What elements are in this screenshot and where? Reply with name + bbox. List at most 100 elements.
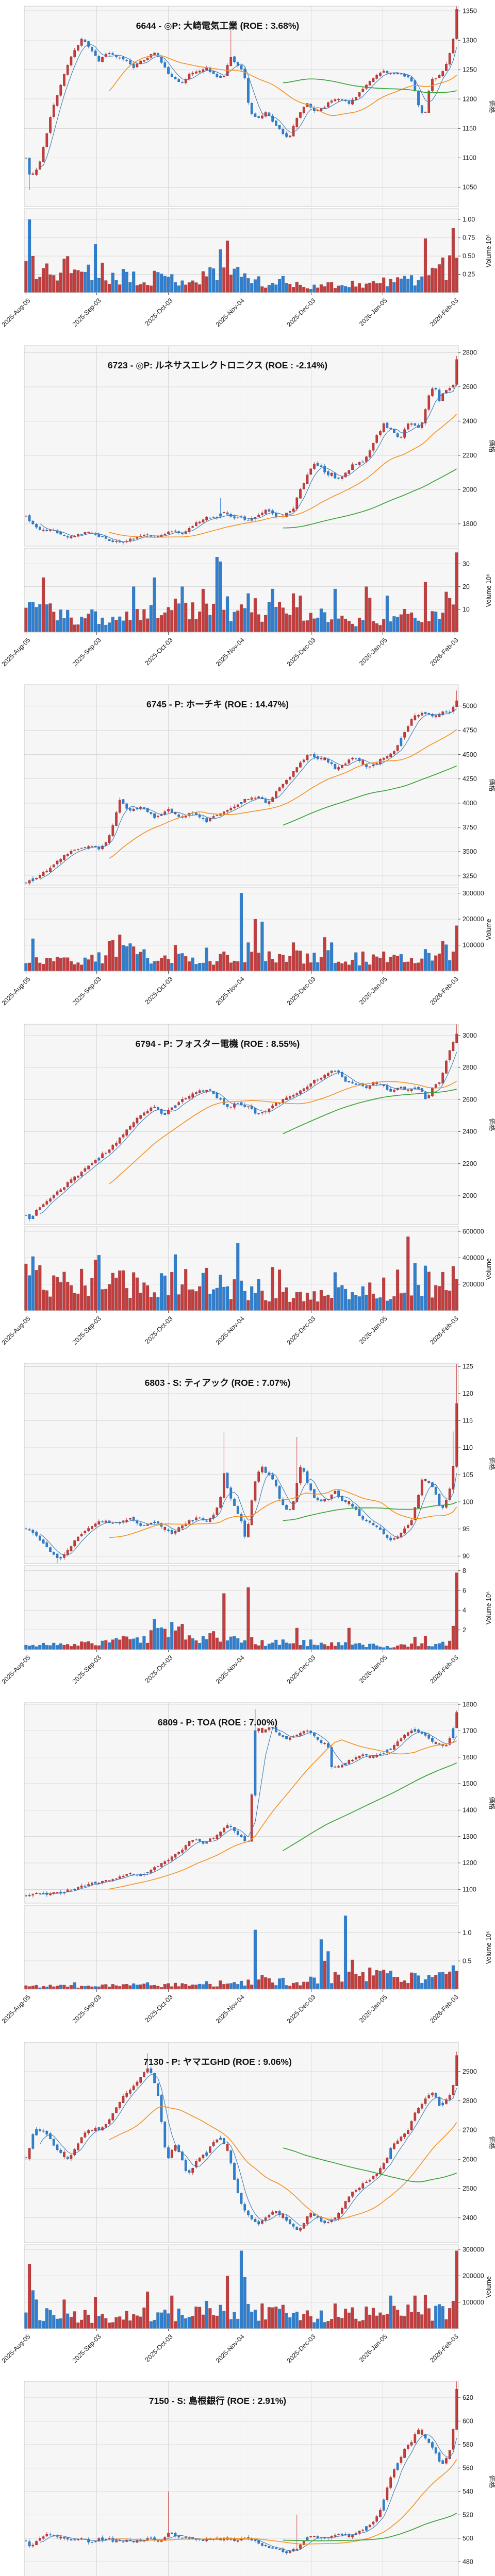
ma-short-line [39, 383, 457, 542]
svg-text:4500: 4500 [463, 751, 477, 758]
svg-text:2026-Feb-03: 2026-Feb-03 [428, 297, 459, 328]
svg-text:2400: 2400 [463, 1128, 477, 1135]
svg-text:2026-Jan-05: 2026-Jan-05 [358, 2333, 389, 2364]
candlestick-figure-7130: 2400 2500 2600 2700 2800 2900 100000 200000 3000… [0, 2036, 495, 2376]
price-axis-label: 価格 [488, 2136, 495, 2149]
svg-text:2600: 2600 [463, 2156, 477, 2163]
svg-text:2700: 2700 [463, 2126, 477, 2133]
ma-mid-line [109, 413, 457, 538]
svg-text:2026-Feb-03: 2026-Feb-03 [428, 2333, 459, 2364]
svg-text:1050: 1050 [463, 184, 477, 191]
x-axis-date-labels: 2025-Aug-05 2025-Sep-03 2025-Oct-03 2025-No… [1, 632, 460, 668]
svg-text:200000: 200000 [463, 2272, 484, 2279]
stock-chart-7150: 4805005205405605806006202500050000750001… [0, 2375, 495, 2576]
svg-text:2025-Oct-03: 2025-Oct-03 [144, 1993, 174, 2024]
ma-long-line [283, 2513, 457, 2541]
volume-bars [24, 1572, 458, 1650]
svg-text:2025-Oct-03: 2025-Oct-03 [144, 636, 174, 667]
svg-text:105: 105 [463, 1471, 473, 1479]
svg-text:4750: 4750 [463, 727, 477, 734]
svg-text:10: 10 [463, 606, 470, 613]
svg-text:5000: 5000 [463, 703, 477, 710]
volume-axis-label: Volume 10⁶ [485, 1931, 492, 1964]
svg-text:100000: 100000 [463, 942, 484, 949]
svg-text:2025-Dec-03: 2025-Dec-03 [286, 1993, 317, 2025]
svg-text:2025-Nov-04: 2025-Nov-04 [214, 1654, 246, 1686]
x-axis-date-labels: 2025-Aug-05 2025-Sep-03 2025-Oct-03 2025-No… [1, 2328, 460, 2364]
stock-chart-6745: 3250 3500 3750 4000 4250 4500 4750 5000 100000 20… [0, 679, 495, 1018]
svg-text:125: 125 [463, 1363, 473, 1370]
ma-short-line [39, 1473, 457, 1556]
svg-text:2025-Nov-04: 2025-Nov-04 [214, 2333, 246, 2364]
svg-text:2600: 2600 [463, 1096, 477, 1103]
svg-text:2900: 2900 [463, 2068, 477, 2075]
volume-bars [24, 1236, 458, 1311]
svg-text:1400: 1400 [463, 1807, 477, 1814]
svg-text:95: 95 [463, 1526, 470, 1533]
svg-text:20: 20 [463, 583, 470, 590]
svg-text:2025-Dec-03: 2025-Dec-03 [286, 297, 317, 328]
svg-text:2025-Aug-05: 2025-Aug-05 [1, 297, 32, 328]
y-axis-tick-labels: 90 95 100 105 110 115 120 125 2 4 6 8 [458, 1363, 473, 1634]
svg-text:110: 110 [463, 1445, 473, 1452]
chart-title: 6803 - S: ティアック (ROE : 7.07%) [145, 1378, 291, 1388]
svg-text:2000: 2000 [463, 486, 477, 493]
svg-text:0.50: 0.50 [463, 252, 475, 260]
gridlines [24, 345, 458, 632]
x-axis-date-labels: 2025-Aug-05 2025-Sep-03 2025-Oct-03 2025-No… [1, 1310, 460, 1346]
ma-long-line [283, 468, 457, 529]
svg-text:2025-Aug-05: 2025-Aug-05 [1, 2333, 32, 2364]
chart-title: 6809 - P: TOA (ROE : 7.00%) [158, 1717, 277, 1727]
svg-text:2800: 2800 [463, 1064, 477, 1071]
candlestick-figure-6794: 2000 2200 2400 2600 2800 3000 200000 400000 6000… [0, 1018, 495, 1358]
svg-text:90: 90 [463, 1553, 470, 1560]
ma-mid-line [109, 1739, 457, 1890]
svg-text:600: 600 [463, 2418, 473, 2425]
svg-text:580: 580 [463, 2441, 473, 2448]
y-axis-tick-labels: 1100 1200 1300 1400 1500 1600 1700 1800 0.5 1.0 [458, 1701, 477, 1964]
svg-text:2026-Feb-03: 2026-Feb-03 [428, 1315, 459, 1346]
svg-text:1250: 1250 [463, 66, 477, 73]
svg-text:1800: 1800 [463, 1701, 477, 1708]
svg-text:0.25: 0.25 [463, 271, 475, 278]
volume-axis-label: Volume 10⁶ [485, 1591, 492, 1624]
svg-text:540: 540 [463, 2488, 473, 2495]
price-axis-label: 価格 [488, 1797, 495, 1809]
ma-mid-line [109, 1489, 457, 1538]
ma-long-line [283, 78, 457, 93]
svg-text:480: 480 [463, 2558, 473, 2566]
svg-text:2025-Oct-03: 2025-Oct-03 [144, 1654, 174, 1685]
chart-title: 7130 - P: ヤマエGHD (ROE : 9.06%) [143, 2057, 292, 2067]
ma-long-line [283, 2147, 457, 2182]
svg-text:2025-Dec-03: 2025-Dec-03 [286, 1315, 317, 1346]
svg-text:2000: 2000 [463, 1192, 477, 1199]
price-axis-label: 価格 [488, 1118, 495, 1131]
candle-bodies [25, 9, 458, 175]
svg-text:2800: 2800 [463, 349, 477, 356]
svg-text:2200: 2200 [463, 1160, 477, 1167]
ma-long-line [283, 1502, 457, 1521]
svg-text:0.5: 0.5 [463, 1957, 471, 1964]
svg-text:2025-Nov-04: 2025-Nov-04 [214, 975, 246, 1007]
ma-short-line [40, 1727, 457, 1895]
stock-chart-7130: 2400 2500 2600 2700 2800 2900 100000 200000 3000… [0, 2036, 495, 2376]
ma-short-line [39, 2074, 457, 2227]
ma-short-line [40, 1052, 457, 1214]
stock-chart-6794: 2000 2200 2400 2600 2800 3000 200000 400000 6000… [0, 1018, 495, 1358]
gridlines [24, 1702, 458, 1989]
svg-text:1200: 1200 [463, 95, 477, 103]
candle-bodies [25, 1033, 458, 1219]
svg-text:560: 560 [463, 2465, 473, 2472]
svg-text:2025-Nov-04: 2025-Nov-04 [214, 1315, 246, 1346]
svg-text:2025-Sep-03: 2025-Sep-03 [71, 1993, 103, 2025]
stock-chart-6723: 1800 2000 2200 2400 2600 2800 10 20 30 2025-Aug-0… [0, 339, 495, 679]
ma-short-line [40, 708, 457, 880]
svg-text:620: 620 [463, 2394, 473, 2401]
svg-text:2025-Oct-03: 2025-Oct-03 [144, 2333, 174, 2363]
svg-text:2025-Nov-04: 2025-Nov-04 [214, 636, 246, 668]
price-axis-label: 価格 [488, 779, 495, 792]
svg-text:600000: 600000 [463, 1228, 484, 1235]
svg-text:2025-Dec-03: 2025-Dec-03 [286, 636, 317, 668]
